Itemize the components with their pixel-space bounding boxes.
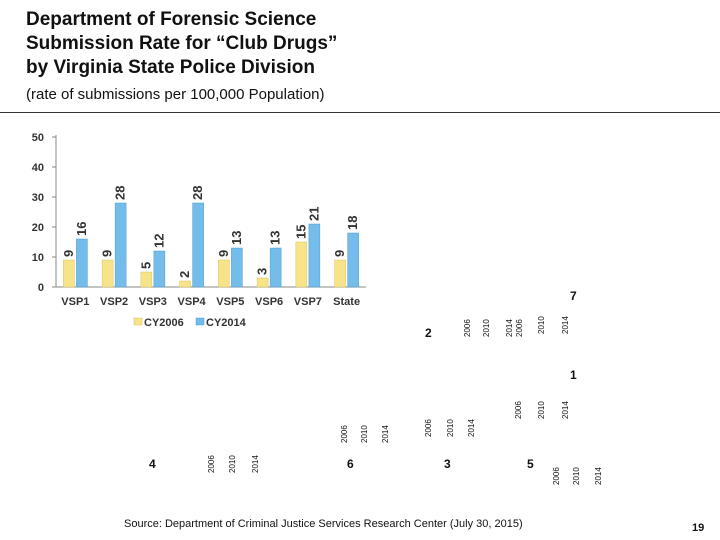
y-tick-label: 40 <box>32 162 44 174</box>
map-year-label: 2010 <box>572 467 581 485</box>
map-year-label: 2014 <box>467 419 476 437</box>
bar-cy2014 <box>114 202 127 288</box>
data-label: 12 <box>151 234 166 248</box>
map-year-label: 2006 <box>207 455 216 473</box>
bar-cy2014 <box>153 250 166 288</box>
data-label: 9 <box>100 250 115 257</box>
map-year-label: 2010 <box>228 455 237 473</box>
data-label: 15 <box>293 225 308 239</box>
map-year-label: 2010 <box>482 319 491 337</box>
map-year-label: 2006 <box>340 425 349 443</box>
legend-swatch-cy2006 <box>133 317 143 326</box>
x-tick-label: VSP7 <box>294 296 322 308</box>
map-year-label: 2010 <box>446 419 455 437</box>
bar-cy2014 <box>76 238 88 288</box>
page-number: 19 <box>692 522 705 534</box>
bar-cy2006 <box>63 259 75 288</box>
map-year-label: 2014 <box>381 425 390 443</box>
map-year-label: 2014 <box>251 455 260 473</box>
y-tick-label: 10 <box>32 252 44 264</box>
title-line: Department of Forensic Science <box>26 9 317 30</box>
bar-cy2014 <box>347 232 359 288</box>
data-label: 2 <box>177 271 192 278</box>
bar-cy2006 <box>334 259 346 288</box>
subtitle: (rate of submissions per 100,000 Populat… <box>26 86 325 103</box>
data-label: 28 <box>113 186 128 200</box>
x-tick-label: VSP1 <box>61 296 89 308</box>
map-year-label: 2014 <box>561 401 570 419</box>
map-year-label: 2006 <box>463 319 472 337</box>
data-label: 21 <box>306 207 321 221</box>
map-year-label: 2006 <box>515 319 524 337</box>
map-region-label-5: 5 <box>527 457 534 471</box>
bar-cy2006 <box>256 277 269 288</box>
source-note: Source: Department of Criminal Justice S… <box>124 518 523 530</box>
data-label: 5 <box>138 262 153 269</box>
map-region-label-2: 2 <box>425 326 432 340</box>
x-tick-label: State <box>333 296 360 308</box>
bar-cy2014 <box>192 202 204 288</box>
data-label: 3 <box>255 268 270 275</box>
map-year-label: 2010 <box>537 316 546 334</box>
bar-cy2014 <box>308 223 321 288</box>
map-region-label-3: 3 <box>444 457 451 471</box>
y-tick-label: 0 <box>38 282 44 294</box>
data-label: 18 <box>345 216 360 230</box>
map-region-label-4: 4 <box>149 457 156 471</box>
y-tick-label: 30 <box>32 192 44 204</box>
bar-chart: 0 10 20 30 40 50 VSP1 9 16 VSP2 9 28 VSP3 5 12 VSP4 2 28 V… <box>32 132 366 329</box>
x-tick-label: VSP5 <box>216 296 244 308</box>
data-label: 9 <box>216 250 231 257</box>
y-tick-label: 50 <box>32 132 44 144</box>
legend-label: CY2006 <box>144 317 184 329</box>
x-tick-label: VSP4 <box>178 296 207 308</box>
map-region-label-7: 7 <box>570 289 577 303</box>
map-region-label-6: 6 <box>347 457 354 471</box>
map-year-label: 2010 <box>360 425 369 443</box>
map-year-label: 2014 <box>505 319 514 337</box>
map-year-label: 2014 <box>594 467 603 485</box>
map-year-label: 2006 <box>514 401 523 419</box>
map-year-label: 2014 <box>561 316 570 334</box>
bar-cy2006 <box>295 241 308 288</box>
data-label: 16 <box>74 222 89 236</box>
y-tick-label: 20 <box>32 222 44 234</box>
bar-cy2006 <box>179 280 191 288</box>
bar-cy2014 <box>269 247 282 288</box>
x-tick-label: VSP2 <box>100 296 128 308</box>
data-label: 9 <box>332 250 347 257</box>
title-line: by Virginia State Police Division <box>26 57 315 78</box>
data-label: 9 <box>61 250 76 257</box>
data-label: 13 <box>229 231 244 245</box>
data-label: 13 <box>268 231 283 245</box>
title-line: Submission Rate for “Club Drugs” <box>26 33 338 54</box>
x-tick-label: VSP6 <box>255 296 283 308</box>
map-year-label: 2006 <box>552 467 561 485</box>
header-divider <box>0 112 720 113</box>
bar-cy2014 <box>231 247 243 288</box>
x-tick-label: VSP3 <box>139 296 167 308</box>
bar-cy2006 <box>101 259 114 288</box>
data-label: 28 <box>190 186 205 200</box>
bar-cy2006 <box>140 271 153 288</box>
legend-swatch-cy2014 <box>195 317 205 326</box>
legend-label: CY2014 <box>206 317 247 329</box>
map-year-label: 2006 <box>424 419 433 437</box>
page-title: Department of Forensic Science Submissio… <box>26 8 546 80</box>
bar-cy2006 <box>218 259 230 288</box>
map-region-label-1: 1 <box>570 368 577 382</box>
map-year-label: 2010 <box>537 401 546 419</box>
